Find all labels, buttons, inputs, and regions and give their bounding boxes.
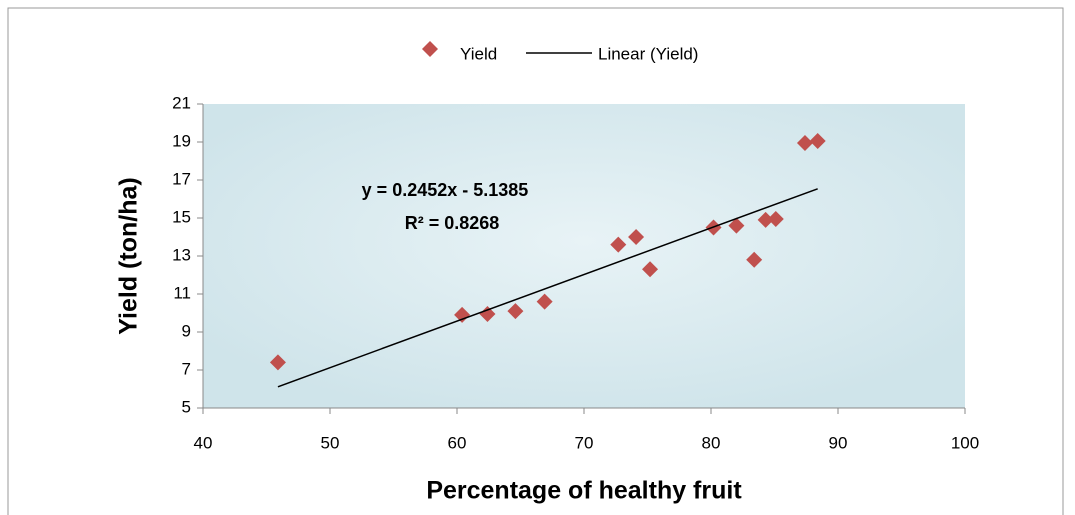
point bbox=[746, 251, 763, 268]
y-tick-label: 7 bbox=[182, 359, 191, 378]
r-squared: R² = 0.8268 bbox=[405, 213, 500, 233]
trend-line bbox=[277, 188, 818, 388]
point bbox=[728, 217, 745, 234]
point bbox=[454, 306, 471, 323]
x-tick-label: 40 bbox=[194, 433, 213, 452]
legend-label: Yield bbox=[460, 44, 497, 63]
legend-label: Linear (Yield) bbox=[598, 44, 698, 63]
x-tick-label: 70 bbox=[575, 433, 594, 452]
trend-equation: y = 0.2452x - 5.1385 bbox=[362, 180, 529, 200]
y-tick-label: 9 bbox=[182, 321, 191, 340]
y-tick-label: 13 bbox=[172, 245, 191, 264]
point bbox=[507, 303, 524, 320]
x-tick-label: 50 bbox=[321, 433, 340, 452]
point bbox=[767, 210, 784, 227]
point bbox=[479, 305, 496, 322]
y-tick-label: 15 bbox=[172, 207, 191, 226]
point bbox=[269, 354, 286, 371]
y-tick-label: 11 bbox=[173, 283, 191, 302]
point bbox=[796, 134, 813, 151]
chart-border bbox=[7, 7, 1064, 515]
x-axis-label: Percentage of healthy fruit bbox=[426, 477, 742, 505]
point bbox=[809, 133, 826, 150]
point bbox=[610, 236, 627, 253]
point bbox=[757, 211, 774, 228]
x-tick-label: 90 bbox=[829, 433, 848, 452]
y-tick-label: 19 bbox=[172, 131, 191, 150]
y-axis-label: Yield (ton/ha) bbox=[115, 177, 143, 334]
y-tick-label: 17 bbox=[172, 169, 191, 188]
y-tick-label: 5 bbox=[182, 397, 191, 416]
y-tick-label: 21 bbox=[172, 93, 191, 112]
x-tick-label: 60 bbox=[448, 433, 467, 452]
point bbox=[628, 229, 645, 245]
legend-marker bbox=[422, 41, 438, 57]
point bbox=[642, 261, 659, 278]
plot-area bbox=[203, 104, 965, 408]
x-tick-label: 100 bbox=[951, 433, 979, 452]
point bbox=[536, 293, 553, 310]
x-tick-label: 80 bbox=[702, 433, 721, 452]
